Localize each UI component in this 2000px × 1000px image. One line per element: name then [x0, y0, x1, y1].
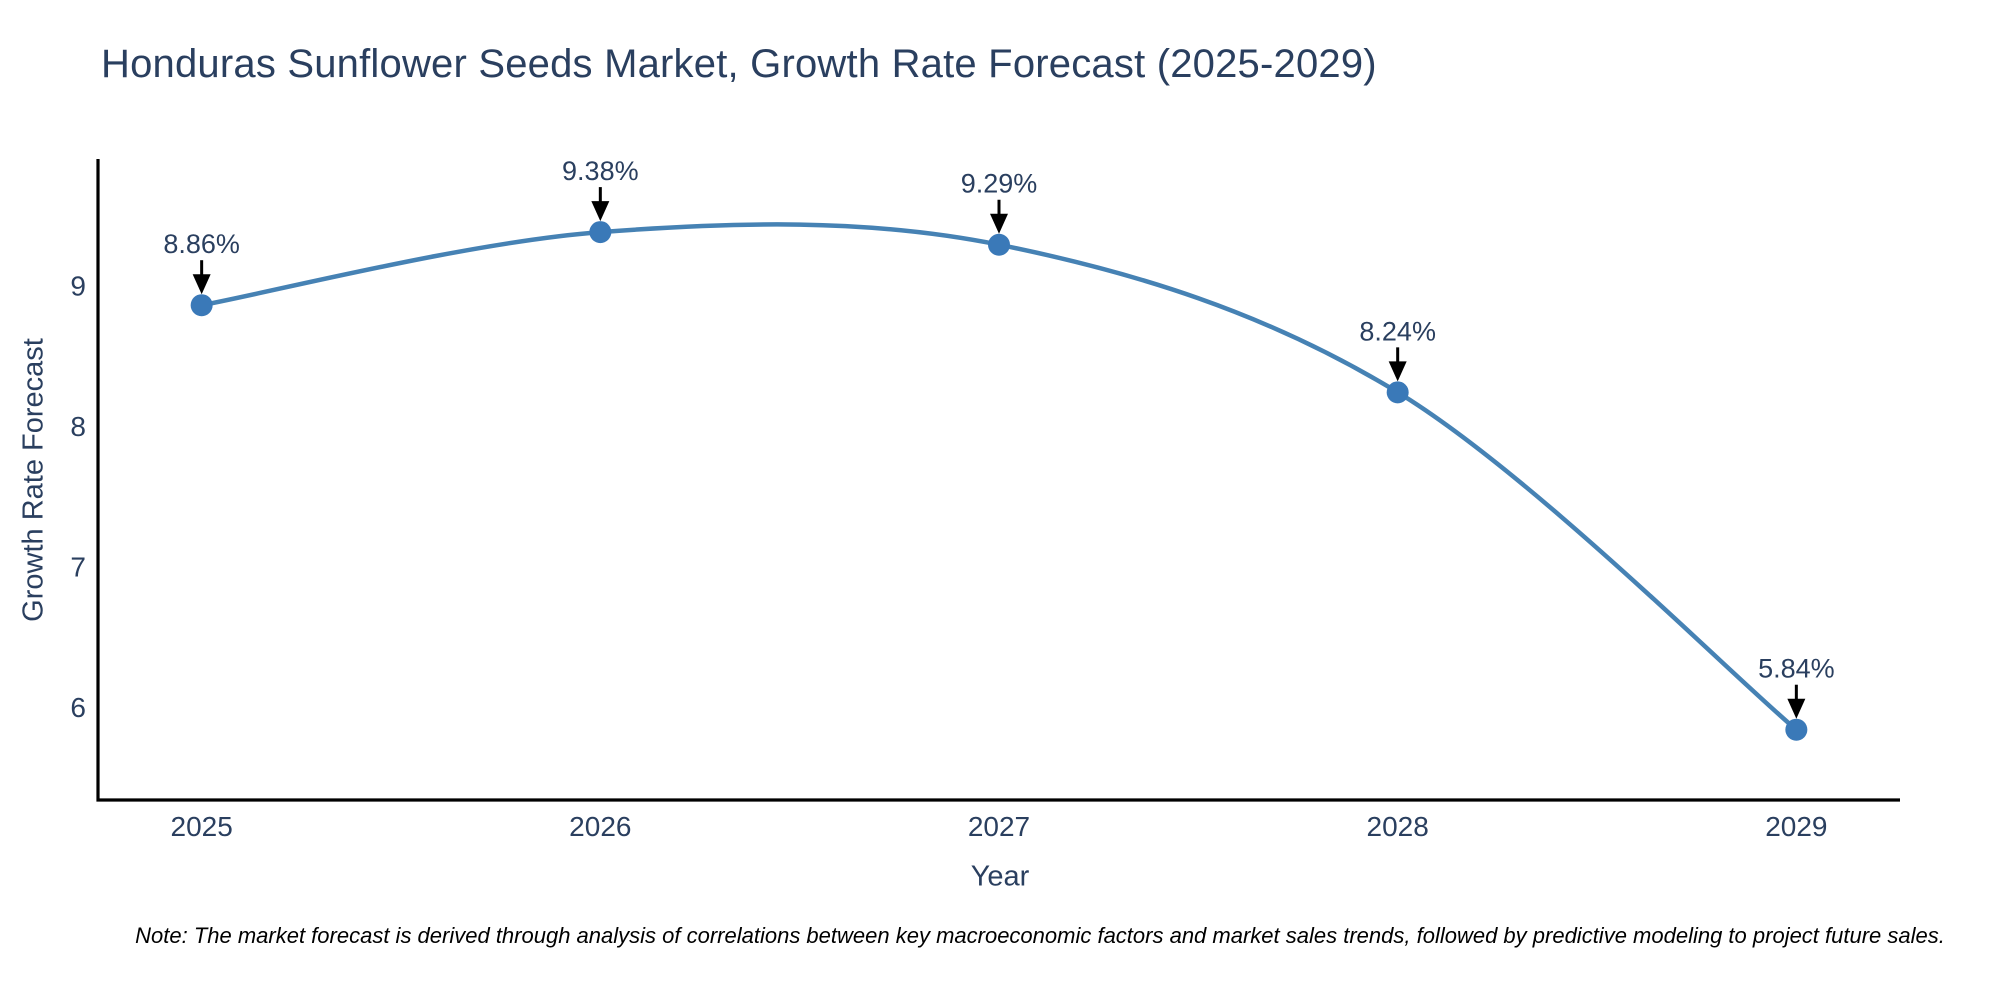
- point-value-label: 8.86%: [163, 229, 240, 259]
- x-tick-label: 2028: [1367, 811, 1429, 842]
- point-value-label: 5.84%: [1758, 654, 1835, 684]
- y-tick-label: 9: [70, 271, 86, 302]
- data-point-marker-2029[interactable]: [1785, 718, 1808, 741]
- annotation-arrow-head: [192, 274, 211, 295]
- y-tick-label: 6: [70, 692, 86, 723]
- annotation-arrow-head: [990, 213, 1008, 234]
- chart-title: Honduras Sunflower Seeds Market, Growth …: [101, 42, 1377, 86]
- annotation-arrow-head: [1787, 698, 1806, 719]
- point-value-label: 9.29%: [961, 169, 1038, 199]
- point-value-label: 9.38%: [562, 156, 639, 186]
- x-axis-title: Year: [970, 860, 1030, 893]
- forecast-line: [199, 222, 1799, 732]
- x-tick-label: 2029: [1765, 811, 1827, 842]
- annotation-arrow-head: [1388, 361, 1407, 382]
- x-tick-label: 2025: [171, 811, 233, 842]
- y-tick-label: 7: [70, 552, 86, 583]
- x-tick-label: 2026: [569, 811, 631, 842]
- data-point-marker-2025[interactable]: [190, 294, 213, 317]
- data-point-marker-2028[interactable]: [1386, 381, 1409, 404]
- point-value-label: 8.24%: [1359, 316, 1436, 346]
- chart-footnote: Note: The market forecast is derived thr…: [135, 923, 1945, 948]
- data-point-marker-2026[interactable]: [589, 221, 612, 244]
- annotation-arrow-head: [591, 201, 610, 222]
- y-tick-label: 8: [70, 411, 86, 442]
- data-point-marker-2027[interactable]: [988, 233, 1010, 256]
- x-tick-label: 2027: [968, 811, 1030, 842]
- axis-lines: [96, 159, 1900, 802]
